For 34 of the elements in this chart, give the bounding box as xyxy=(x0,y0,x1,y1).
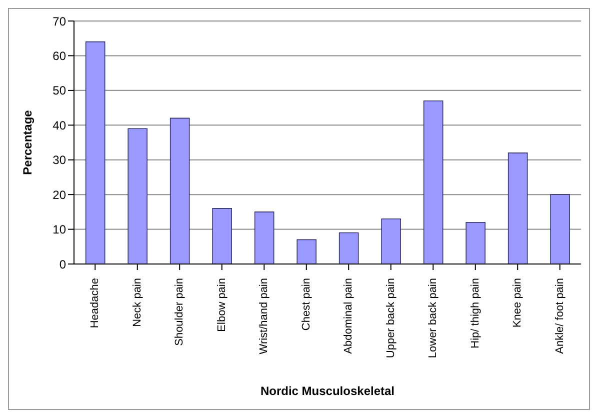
x-tick-label: Wrist/hand pain xyxy=(258,278,270,354)
bar xyxy=(423,100,444,264)
bar xyxy=(170,118,190,264)
y-tick-label: 0 xyxy=(59,257,66,272)
x-tick-label: Abdominal pain xyxy=(342,278,355,354)
x-tick-label: Lower back pain xyxy=(427,278,440,358)
bar xyxy=(296,239,316,264)
bar xyxy=(212,208,232,264)
x-tick-label: Knee pain xyxy=(512,278,524,328)
x-tick-label: Elbow pain xyxy=(216,278,228,332)
x-tick-label: Hip/ thigh pain xyxy=(469,278,482,348)
bar xyxy=(550,194,570,264)
bar xyxy=(128,128,148,264)
y-tick-label: 60 xyxy=(52,48,66,63)
x-tick-label: Chest pain xyxy=(300,278,312,331)
bar xyxy=(466,222,486,264)
y-tick-label: 20 xyxy=(52,188,66,202)
x-tick-label: Shoulder pain xyxy=(174,278,186,346)
y-tick-label: 30 xyxy=(52,153,66,168)
bar xyxy=(508,152,528,264)
x-tick-label: Ankle/ foot pain xyxy=(554,278,566,354)
x-tick-label: Headache xyxy=(89,278,102,328)
bar xyxy=(381,218,401,264)
y-tick-label: 70 xyxy=(52,14,66,28)
y-tick-label: 10 xyxy=(52,222,66,237)
y-tick-label: 40 xyxy=(52,118,66,132)
bar xyxy=(338,232,359,264)
x-axis-title: Nordic Musculoskeletal xyxy=(260,384,395,398)
y-tick-label: 50 xyxy=(52,84,66,98)
x-tick-label: Neck pain xyxy=(131,278,144,327)
bar xyxy=(254,212,274,264)
x-tick-label: Upper back pain xyxy=(384,278,397,358)
y-axis-title: Percentage xyxy=(20,110,34,175)
bar xyxy=(85,41,106,264)
